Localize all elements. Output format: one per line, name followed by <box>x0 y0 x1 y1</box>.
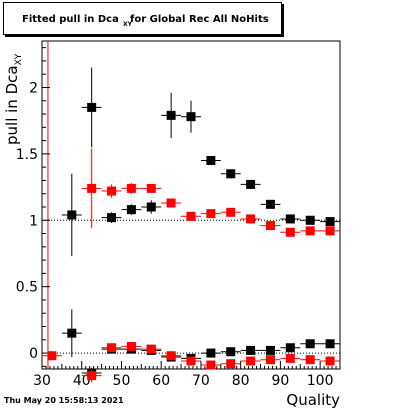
y-tick-label: 2 <box>29 80 38 96</box>
data-point <box>246 179 256 189</box>
data-point <box>226 359 236 369</box>
data-point <box>67 210 77 220</box>
data-point <box>107 186 117 196</box>
x-tick-label: 100 <box>307 373 334 389</box>
data-point <box>285 227 295 237</box>
data-point <box>285 353 295 363</box>
data-point <box>146 183 156 193</box>
data-point <box>87 183 97 193</box>
x-tick-label: 50 <box>113 373 131 389</box>
data-point <box>226 347 236 357</box>
data-point <box>325 356 335 366</box>
data-point <box>305 226 315 236</box>
data-point <box>265 345 275 355</box>
data-point <box>186 112 196 122</box>
y-tick-label: 1.5 <box>16 147 38 163</box>
data-point <box>146 202 156 212</box>
data-point <box>186 211 196 221</box>
y-axis-label-main: pull in Dca <box>3 65 21 145</box>
data-point <box>265 355 275 365</box>
data-point <box>186 356 196 366</box>
data-point <box>166 198 176 208</box>
data-point <box>146 344 156 354</box>
data-point <box>305 355 315 365</box>
data-point <box>206 360 216 370</box>
data-point <box>246 345 256 355</box>
x-tick-label: 30 <box>33 373 51 389</box>
y-axis-label: pull in DcaXY <box>3 54 24 145</box>
data-point <box>305 339 315 349</box>
data-point <box>87 371 97 381</box>
x-tick-label: 80 <box>232 373 250 389</box>
data-point <box>246 356 256 366</box>
y-tick-label: 0 <box>29 346 38 362</box>
data-point <box>206 209 216 219</box>
data-point <box>67 328 77 338</box>
data-point <box>126 341 136 351</box>
y-tick-label: 0.5 <box>16 280 38 296</box>
data-point <box>126 183 136 193</box>
chart-title: Fitted pull in Dca <box>22 14 119 25</box>
y-axis-label-subscript: XY <box>14 53 24 66</box>
x-tick-label: 90 <box>271 373 289 389</box>
plot-frame <box>41 40 341 370</box>
data-point <box>226 207 236 217</box>
data-point <box>285 343 295 353</box>
data-point <box>226 169 236 179</box>
data-point <box>206 156 216 166</box>
data-point <box>325 217 335 227</box>
data-point <box>265 199 275 209</box>
data-point <box>285 214 295 224</box>
chart-title-subscript: XY <box>123 21 132 28</box>
data-point <box>246 214 256 224</box>
data-point <box>265 221 275 231</box>
x-tick-label: 60 <box>152 373 170 389</box>
data-point <box>305 215 315 225</box>
data-point <box>166 351 176 361</box>
data-point <box>107 343 117 353</box>
y-tick-label: 1 <box>29 213 38 229</box>
data-point <box>126 205 136 215</box>
data-point <box>107 213 117 223</box>
data-point <box>206 348 216 358</box>
chart-title-rest: for Global Rec All NoHits <box>130 14 269 25</box>
x-tick-label: 70 <box>192 373 210 389</box>
data-point <box>325 339 335 349</box>
timestamp: Thu May 20 15:58:13 2021 <box>4 396 124 405</box>
x-tick-label: 40 <box>73 373 91 389</box>
data-point <box>47 351 57 361</box>
x-axis-label: Quality <box>286 391 340 409</box>
data-point <box>166 110 176 120</box>
chart-title-box: Fitted pull in Dca XY for Global Rec All… <box>3 2 282 35</box>
data-point <box>87 102 97 112</box>
data-point <box>325 226 335 236</box>
